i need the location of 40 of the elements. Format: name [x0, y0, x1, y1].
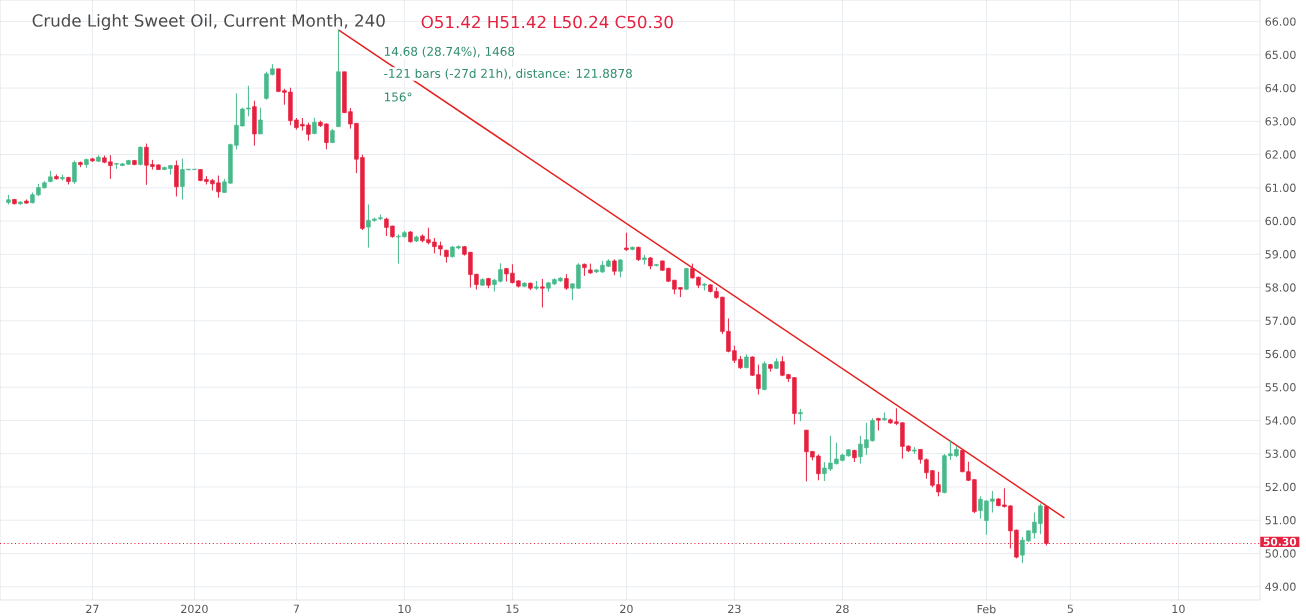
candlestick	[72, 160, 77, 185]
x-tick-label: 15	[506, 604, 519, 613]
candlestick	[540, 278, 545, 308]
annotation: -121 bars (-27d 21h), distance: 121.8878	[384, 68, 632, 80]
y-tick-label: 58.00	[1265, 283, 1296, 292]
annotation: O51.42 H51.42 L50.24 C50.30	[421, 15, 673, 29]
y-tick-label: 59.00	[1265, 250, 1296, 259]
x-tick-label: 10	[1172, 604, 1185, 614]
y-tick-label: 54.00	[1265, 416, 1296, 425]
x-tick-label: 5	[1067, 604, 1073, 613]
x-tick-label: 7	[293, 604, 299, 613]
y-tick-label: 65.00	[1265, 50, 1296, 60]
candlestick	[174, 160, 179, 197]
x-tick-label: 23	[728, 604, 741, 614]
ref-line-label: 50.30	[1263, 537, 1297, 546]
x-tick-label: 10	[398, 604, 411, 614]
x-tick-label: 27	[86, 604, 99, 613]
candlestick	[258, 107, 263, 135]
x-tick-label: 20	[620, 604, 633, 614]
y-tick-label: 60.00	[1265, 216, 1296, 226]
annotation: 156°	[384, 92, 412, 102]
y-tick-label: 55.00	[1265, 383, 1296, 392]
y-tick-label: 57.00	[1265, 316, 1296, 325]
y-tick-label: 56.00	[1265, 349, 1296, 359]
y-tick-label: 61.00	[1265, 183, 1296, 192]
y-tick-label: 52.00	[1265, 482, 1296, 492]
y-tick-label: 53.00	[1265, 449, 1296, 458]
x-tick-label: 28	[836, 604, 849, 614]
candlestick	[624, 232, 629, 252]
y-tick-label: 49.00	[1265, 582, 1296, 591]
y-tick-label: 50.00	[1265, 549, 1296, 558]
y-tick-label: 51.00	[1265, 516, 1296, 525]
y-tick-label: 62.00	[1265, 150, 1296, 159]
text: Crude Light Sweet Oil, Current Month, 240	[32, 13, 385, 31]
y-tick-label: 66.00	[1265, 17, 1296, 26]
y-tick-label: 64.00	[1265, 83, 1296, 93]
x-tick-label: 2020	[181, 604, 208, 614]
y-tick-label: 63.00	[1265, 117, 1296, 126]
annotation: 14.68 (28.74%), 1468	[384, 46, 515, 58]
x-tick-label: Feb	[977, 604, 996, 614]
